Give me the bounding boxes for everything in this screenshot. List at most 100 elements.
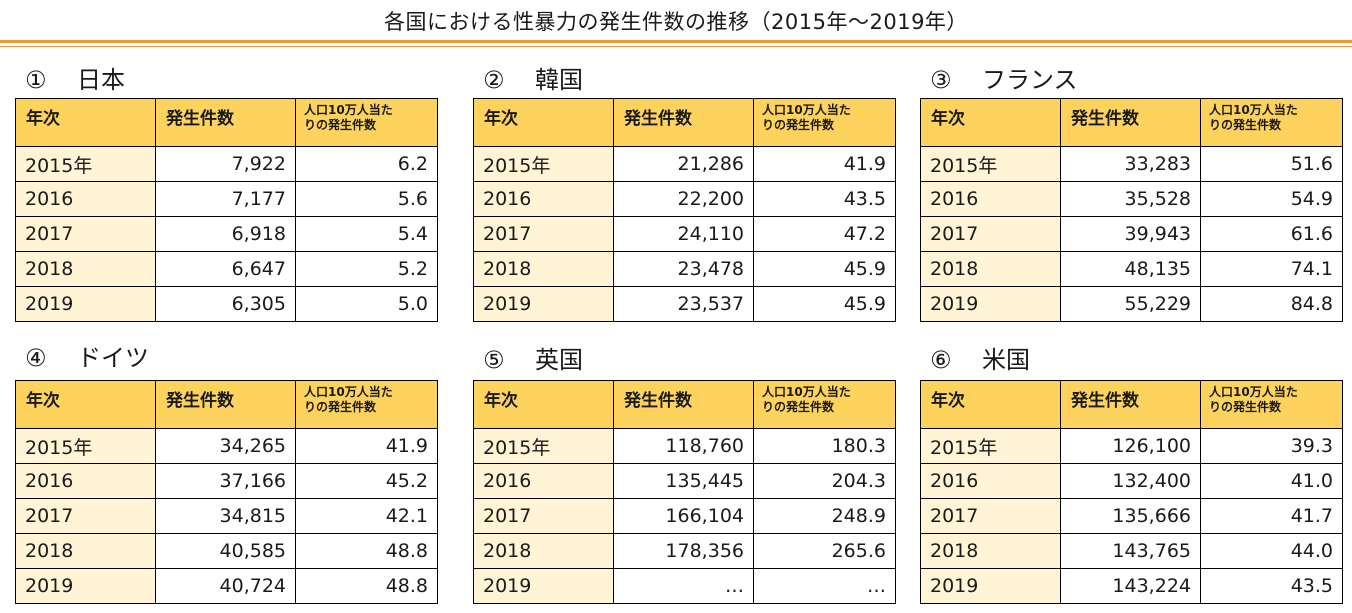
header-count: 発生件数 xyxy=(155,380,296,429)
title-rule-thick xyxy=(0,40,1352,43)
rate-cell: 41.9 xyxy=(753,146,896,182)
header-row: 年次 発生件数 人口10万人当た りの発生件数 xyxy=(920,98,1343,147)
table-row: 2015年 118,760 180.3 xyxy=(473,428,896,464)
header-rate: 人口10万人当た りの発生件数 xyxy=(295,380,438,429)
count-cell: 7,177 xyxy=(155,181,296,217)
count-cell: 39,943 xyxy=(1060,216,1201,252)
country-name: 日本 xyxy=(77,66,125,94)
data-table: 年次 発生件数 人口10万人当た りの発生件数 2015年 118,760 180.3 201… xyxy=(473,380,896,604)
table-row: 2016 7,177 5.6 xyxy=(15,181,438,217)
table-row: 2016 22,200 43.5 xyxy=(473,181,896,217)
count-cell: 6,305 xyxy=(155,286,296,322)
table-row: 2019 23,537 45.9 xyxy=(473,286,896,322)
rate-cell: 41.0 xyxy=(1200,463,1343,499)
header-rate: 人口10万人当た りの発生件数 xyxy=(753,98,896,147)
count-cell: 33,283 xyxy=(1060,146,1201,182)
count-cell: 126,100 xyxy=(1060,428,1201,464)
year-cell: 2015年 xyxy=(15,428,156,464)
year-cell: 2018 xyxy=(920,251,1061,287)
year-cell: 2017 xyxy=(920,498,1061,534)
count-cell: 21,286 xyxy=(613,146,754,182)
table-row: 2015年 126,100 39.3 xyxy=(920,428,1343,464)
count-cell: 6,918 xyxy=(155,216,296,252)
country-name: 韓国 xyxy=(535,66,583,94)
table-row: 2019 6,305 5.0 xyxy=(15,286,438,322)
year-cell: 2018 xyxy=(473,533,614,569)
panel-number: ⑥ xyxy=(930,346,952,374)
country-name: フランス xyxy=(982,66,1078,94)
data-table: 年次 発生件数 人口10万人当た りの発生件数 2015年 33,283 51.6 2016 3… xyxy=(920,98,1343,322)
year-cell: 2019 xyxy=(920,568,1061,604)
year-cell: 2018 xyxy=(920,533,1061,569)
rate-cell: 41.9 xyxy=(295,428,438,464)
count-cell: 35,528 xyxy=(1060,181,1201,217)
header-rate: 人口10万人当た りの発生件数 xyxy=(1200,98,1343,147)
year-cell: 2017 xyxy=(15,498,156,534)
table-row: 2018 178,356 265.6 xyxy=(473,533,896,569)
rate-cell: 41.7 xyxy=(1200,498,1343,534)
count-cell: 178,356 xyxy=(613,533,754,569)
rate-cell: 39.3 xyxy=(1200,428,1343,464)
year-cell: 2016 xyxy=(15,463,156,499)
header-row: 年次 発生件数 人口10万人当た りの発生件数 xyxy=(15,98,438,147)
table-row: 2019 143,224 43.5 xyxy=(920,568,1343,604)
table-row: 2016 132,400 41.0 xyxy=(920,463,1343,499)
panel-number: ④ xyxy=(25,344,47,372)
header-count: 発生件数 xyxy=(1060,380,1201,429)
rate-cell: 45.9 xyxy=(753,286,896,322)
data-table: 年次 発生件数 人口10万人当た りの発生件数 2015年 21,286 41.9 2016 2… xyxy=(473,98,896,322)
rate-cell: 47.2 xyxy=(753,216,896,252)
count-cell: 40,724 xyxy=(155,568,296,604)
country-name: 英国 xyxy=(535,346,583,374)
table-row: 2019 55,229 84.8 xyxy=(920,286,1343,322)
header-rate: 人口10万人当た りの発生件数 xyxy=(1200,380,1343,429)
table-row: 2018 48,135 74.1 xyxy=(920,251,1343,287)
table-row: 2019 40,724 48.8 xyxy=(15,568,438,604)
header-row: 年次 発生件数 人口10万人当た りの発生件数 xyxy=(473,98,896,147)
data-table: 年次 発生件数 人口10万人当た りの発生件数 2015年 7,922 6.2 2016 7,1… xyxy=(15,98,438,322)
rate-cell: 61.6 xyxy=(1200,216,1343,252)
year-cell: 2017 xyxy=(920,216,1061,252)
rate-cell: … xyxy=(753,568,896,604)
rate-cell: 5.2 xyxy=(295,251,438,287)
table-row: 2018 40,585 48.8 xyxy=(15,533,438,569)
count-cell: 40,585 xyxy=(155,533,296,569)
rate-cell: 84.8 xyxy=(1200,286,1343,322)
data-table: 年次 発生件数 人口10万人当た りの発生件数 2015年 34,265 41.9 2016 3… xyxy=(15,380,438,604)
rate-cell: 43.5 xyxy=(1200,568,1343,604)
panel-title: ⑤ 英国 xyxy=(483,340,583,375)
rate-cell: 248.9 xyxy=(753,498,896,534)
panel-number: ⑤ xyxy=(483,346,505,374)
table-row: 2016 135,445 204.3 xyxy=(473,463,896,499)
year-cell: 2019 xyxy=(920,286,1061,322)
count-cell: 135,445 xyxy=(613,463,754,499)
panel-title: ⑥ 米国 xyxy=(930,340,1030,375)
panel-title: ④ ドイツ xyxy=(25,338,149,373)
table-row: 2017 6,918 5.4 xyxy=(15,216,438,252)
count-cell: 118,760 xyxy=(613,428,754,464)
table-row: 2016 37,166 45.2 xyxy=(15,463,438,499)
count-cell: 48,135 xyxy=(1060,251,1201,287)
page-title: 各国における性暴力の発生件数の推移（2015年～2019年） xyxy=(384,10,968,34)
header-count: 発生件数 xyxy=(613,380,754,429)
year-cell: 2016 xyxy=(15,181,156,217)
count-cell: 143,224 xyxy=(1060,568,1201,604)
count-cell: 23,537 xyxy=(613,286,754,322)
table-row: 2017 166,104 248.9 xyxy=(473,498,896,534)
year-cell: 2015年 xyxy=(15,146,156,182)
year-cell: 2015年 xyxy=(920,146,1061,182)
year-cell: 2017 xyxy=(15,216,156,252)
year-cell: 2018 xyxy=(15,533,156,569)
year-cell: 2017 xyxy=(473,216,614,252)
header-row: 年次 発生件数 人口10万人当た りの発生件数 xyxy=(920,380,1343,429)
rate-cell: 48.8 xyxy=(295,568,438,604)
table-row: 2015年 33,283 51.6 xyxy=(920,146,1343,182)
header-year: 年次 xyxy=(473,380,614,429)
year-cell: 2015年 xyxy=(920,428,1061,464)
count-cell: 37,166 xyxy=(155,463,296,499)
rate-cell: 5.4 xyxy=(295,216,438,252)
table-row: 2017 24,110 47.2 xyxy=(473,216,896,252)
rate-cell: 51.6 xyxy=(1200,146,1343,182)
header-year: 年次 xyxy=(15,380,156,429)
count-cell: 132,400 xyxy=(1060,463,1201,499)
